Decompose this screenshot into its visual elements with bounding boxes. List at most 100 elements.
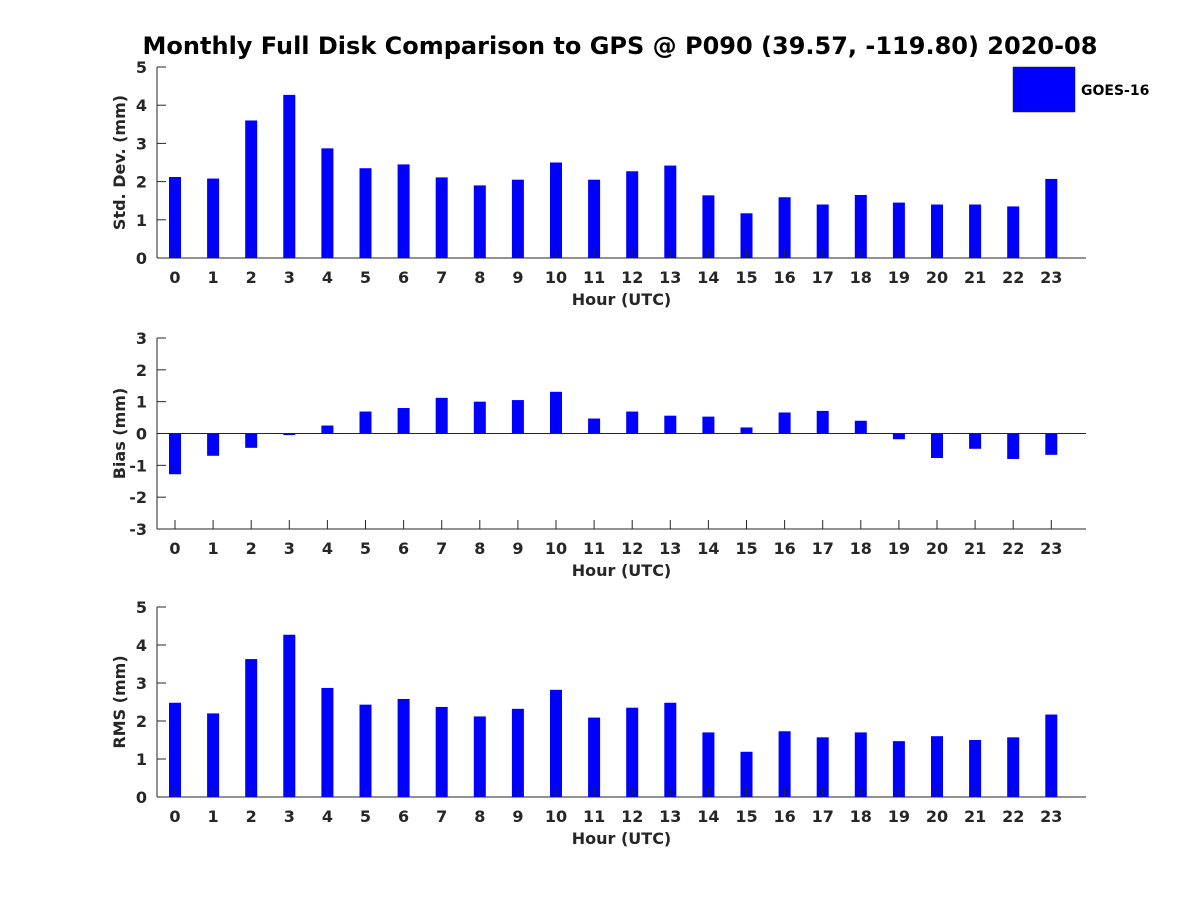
legend-label: GOES-16	[1081, 83, 1149, 99]
x-tick-label: 19	[888, 807, 910, 826]
bar-hour-18	[854, 732, 867, 797]
y-tick-label: 2	[136, 173, 147, 192]
x-tick-label: 14	[697, 539, 719, 558]
x-tick-label: 6	[398, 807, 409, 826]
y-tick-label: -2	[129, 488, 147, 507]
bar-hour-14	[702, 732, 715, 797]
bar-hour-13	[664, 165, 677, 258]
x-tick-label: 15	[735, 268, 757, 287]
x-tick-label: 13	[659, 807, 681, 826]
chart-title: Monthly Full Disk Comparison to GPS @ P0…	[143, 32, 1098, 60]
y-tick-label: 1	[136, 211, 147, 230]
bar-hour-15	[740, 751, 753, 797]
x-tick-label: 0	[169, 807, 180, 826]
bar-hour-23	[1045, 178, 1058, 258]
y-axis-label: RMS (mm)	[110, 655, 129, 748]
bar-hour-8	[473, 185, 486, 258]
y-tick-label: 3	[136, 329, 147, 348]
bar-hour-7	[435, 177, 448, 258]
bar-hour-14	[702, 195, 715, 258]
bar-hour-18	[854, 194, 867, 258]
y-tick-label: 2	[136, 361, 147, 380]
y-tick-label: 0	[136, 249, 147, 268]
x-tick-label: 6	[398, 268, 409, 287]
bar-hour-22	[1007, 737, 1020, 797]
bar-hour-1	[207, 433, 220, 456]
x-tick-label: 4	[322, 268, 333, 287]
x-tick-label: 18	[850, 539, 872, 558]
x-tick-label: 17	[812, 807, 834, 826]
x-tick-label: 21	[964, 268, 986, 287]
x-tick-label: 12	[621, 807, 643, 826]
x-tick-label: 17	[812, 539, 834, 558]
bar-hour-17	[816, 410, 829, 434]
bar-hour-9	[511, 179, 524, 258]
bar-hour-20	[931, 204, 943, 258]
bar-hour-16	[778, 412, 791, 434]
bar-hour-12	[626, 411, 639, 434]
bar-hour-5	[359, 704, 372, 797]
y-axis-label: Bias (mm)	[110, 388, 129, 480]
bar-hour-9	[511, 400, 524, 434]
x-tick-label: 19	[888, 539, 910, 558]
x-tick-label: 2	[246, 268, 257, 287]
x-tick-label: 9	[512, 268, 523, 287]
bar-hour-19	[892, 202, 905, 258]
x-tick-label: 16	[773, 539, 795, 558]
bar-hour-10	[550, 391, 562, 434]
bar-hour-6	[397, 408, 410, 434]
x-tick-label: 7	[436, 539, 447, 558]
x-tick-label: 1	[208, 268, 219, 287]
x-tick-label: 10	[545, 539, 567, 558]
x-tick-label: 4	[322, 807, 333, 826]
bar-hour-23	[1045, 714, 1058, 797]
bar-hour-8	[473, 401, 486, 434]
x-tick-label: 10	[545, 268, 567, 287]
bar-hour-11	[588, 717, 601, 797]
bar-hour-3	[283, 94, 296, 258]
bar-hour-21	[969, 204, 982, 258]
x-tick-label: 0	[169, 539, 180, 558]
x-tick-label: 20	[926, 807, 948, 826]
x-tick-label: 21	[964, 807, 986, 826]
x-tick-label: 22	[1002, 807, 1024, 826]
bar-hour-3	[283, 433, 296, 436]
bar-hour-19	[892, 433, 905, 440]
bar-hour-4	[321, 425, 334, 434]
x-tick-label: 23	[1040, 807, 1062, 826]
bar-hour-13	[664, 415, 677, 434]
bar-hour-10	[550, 162, 562, 258]
bar-hour-15	[740, 427, 753, 434]
y-tick-label: 1	[136, 750, 147, 769]
x-tick-label: 19	[888, 268, 910, 287]
x-tick-label: 20	[926, 268, 948, 287]
bar-hour-2	[245, 120, 258, 258]
bar-hour-0	[169, 433, 181, 475]
x-tick-label: 16	[773, 807, 795, 826]
bar-hour-22	[1007, 433, 1020, 459]
x-tick-label: 21	[964, 539, 986, 558]
x-tick-label: 3	[284, 807, 295, 826]
y-tick-label: 1	[136, 393, 147, 412]
bar-hour-11	[588, 418, 601, 434]
bar-hour-2	[245, 659, 258, 797]
bar-hour-17	[816, 737, 829, 797]
x-tick-label: 3	[284, 539, 295, 558]
x-tick-label: 2	[246, 539, 257, 558]
bar-hour-14	[702, 416, 715, 434]
y-tick-label: 3	[136, 134, 147, 153]
bar-hour-20	[931, 736, 943, 797]
x-tick-label: 11	[583, 268, 605, 287]
x-tick-label: 9	[512, 539, 523, 558]
x-tick-label: 8	[474, 268, 485, 287]
legend-swatch	[1012, 66, 1076, 113]
x-tick-label: 22	[1002, 539, 1024, 558]
x-tick-label: 7	[436, 807, 447, 826]
bar-hour-6	[397, 164, 410, 258]
x-tick-label: 8	[474, 807, 485, 826]
bar-hour-9	[511, 708, 524, 797]
